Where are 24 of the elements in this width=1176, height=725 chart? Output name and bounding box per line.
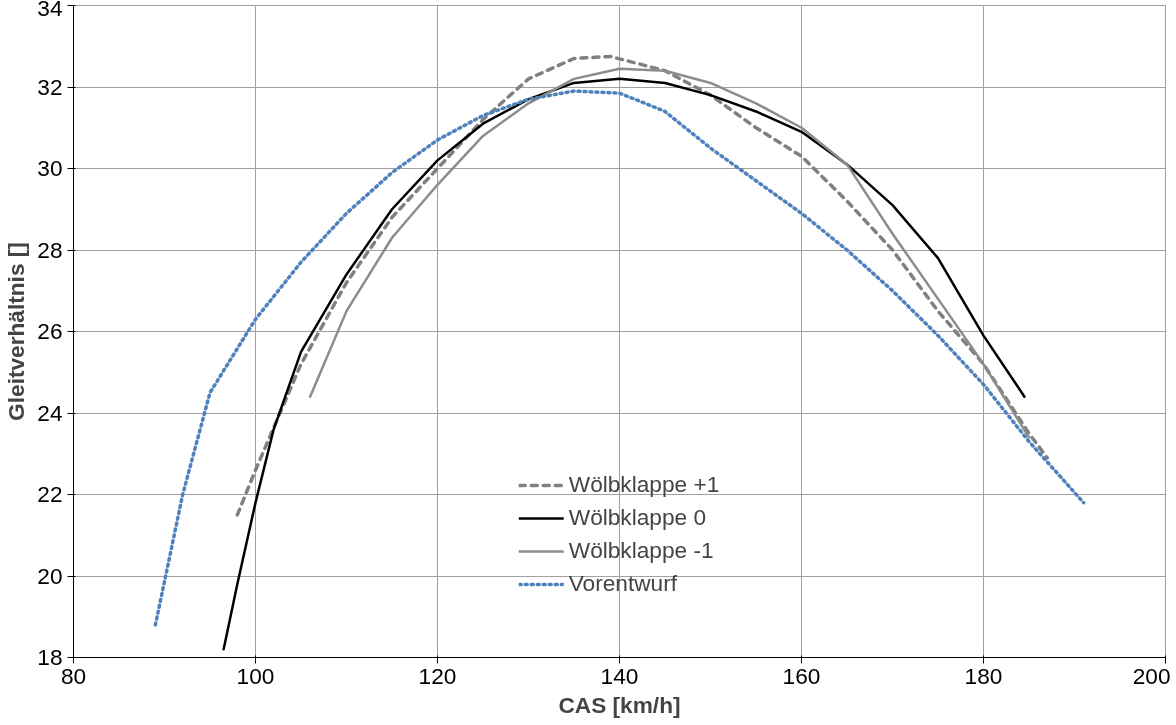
y-tick-label: 28 [37, 236, 63, 263]
legend-label: Vorentwurf [568, 570, 678, 597]
x-axis-title: CAS [km/h] [558, 691, 681, 718]
line-series [308, 67, 1031, 439]
x-tick-label: 100 [236, 662, 275, 689]
x-tick-label: 120 [418, 662, 457, 689]
x-tick-label: 140 [600, 662, 639, 689]
y-axis-title: Gleitverhältnis [] [3, 242, 30, 421]
y-tick-label: 24 [37, 399, 63, 426]
legend-label: Wölbklappe -1 [568, 537, 714, 564]
y-tick-label: 32 [37, 73, 63, 100]
x-tick-label: 180 [964, 662, 1003, 689]
y-tick-label: 22 [37, 481, 63, 507]
y-tick-label: 34 [37, 0, 63, 21]
x-tick-label: 160 [782, 662, 821, 689]
legend-label: Wölbklappe 0 [568, 504, 707, 531]
y-tick-label: 20 [37, 562, 63, 589]
x-tick-label: 200 [1132, 662, 1171, 689]
y-tick-label: 18 [37, 644, 63, 670]
y-tick-label: 30 [37, 155, 63, 181]
line-series [153, 89, 1086, 627]
legend-label: Wölbklappe +1 [568, 471, 720, 498]
y-tick-label: 26 [37, 318, 63, 344]
line-series [222, 77, 1026, 651]
